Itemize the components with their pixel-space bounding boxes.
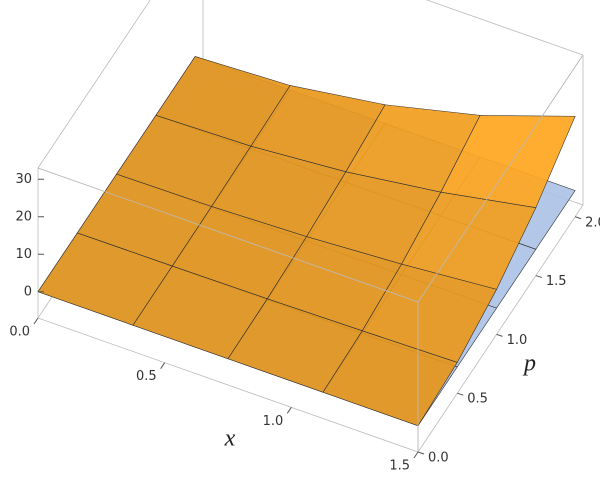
x-tick-label: 0.5 [136,369,157,384]
box-edge [425,0,584,56]
p-tick [535,275,543,279]
box-edge [37,167,419,303]
surface-patch [322,330,458,427]
x-tick [33,317,39,325]
x-tick-label: 1.0 [263,414,284,429]
p-tick-label: 1.0 [507,333,528,348]
box-edge [37,0,151,169]
x-tick [160,362,166,369]
box-edge [417,204,584,453]
z-tick-label: 10 [15,247,32,262]
p-tick-label: 0.0 [428,451,449,466]
x-tick-label: 0.0 [9,325,30,340]
p-tick [574,216,582,220]
p-axis-label: p [522,351,536,377]
p-tick-label: 1.5 [546,274,567,289]
z-tick-label: 20 [15,209,32,224]
x-tick [413,451,419,459]
p-tick-label: 2.0 [585,215,600,230]
p-tick-label: 0.5 [467,392,488,407]
x-tick [286,407,292,414]
box-edge [417,54,584,303]
p-tick [496,333,503,337]
z-tick-label: 0 [24,284,32,299]
p-tick [417,451,425,455]
x-axis-label: x [224,426,236,452]
box-edge [37,317,419,453]
x-tick-label: 1.5 [389,459,410,474]
z-tick-label: 30 [15,172,32,187]
p-tick [457,392,464,396]
